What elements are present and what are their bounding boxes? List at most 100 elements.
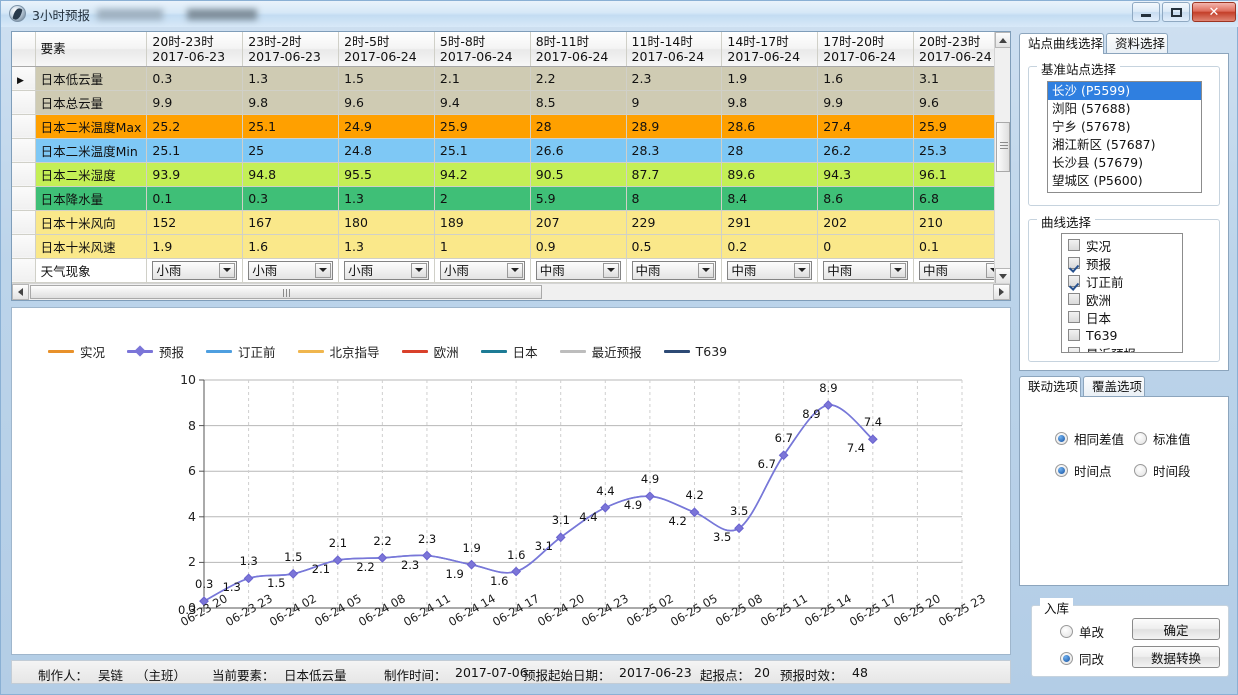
- weather-phenomenon-cell[interactable]: 小雨: [146, 258, 244, 283]
- data-cell[interactable]: 229: [626, 210, 723, 235]
- time-column-header[interactable]: 5时-8时 2017-06-24: [434, 32, 531, 67]
- data-cell[interactable]: 28: [530, 114, 627, 139]
- weather-phenomenon-cell[interactable]: 中雨: [626, 258, 723, 283]
- weather-combobox[interactable]: 中雨: [631, 260, 717, 280]
- data-cell[interactable]: 87.7: [626, 162, 723, 187]
- tab-data-select[interactable]: 资料选择: [1106, 33, 1168, 54]
- station-listbox[interactable]: 长沙 (P5599) 浏阳 (57688) 宁乡 (57678) 湘江新区 (5768…: [1047, 81, 1202, 193]
- legend-item[interactable]: 日本: [480, 342, 538, 361]
- horizontal-scroll-thumb[interactable]: [30, 285, 542, 299]
- weather-phenomenon-cell[interactable]: 小雨: [338, 258, 435, 283]
- legend-item[interactable]: 北京指导: [297, 342, 380, 361]
- data-cell[interactable]: 9: [626, 90, 723, 115]
- data-cell[interactable]: 207: [530, 210, 627, 235]
- data-cell[interactable]: 8.4: [721, 186, 819, 211]
- row-selector-cell[interactable]: [12, 114, 36, 139]
- checkbox-icon[interactable]: [1068, 311, 1080, 323]
- radio-standard-value[interactable]: 标准值: [1134, 429, 1191, 448]
- chevron-down-icon[interactable]: [602, 262, 619, 278]
- vertical-scroll-thumb[interactable]: [996, 122, 1010, 172]
- legend-item[interactable]: 订正前: [206, 342, 276, 361]
- time-column-header[interactable]: 2时-5时 2017-06-24: [338, 32, 435, 67]
- data-cell[interactable]: 28.9: [626, 114, 723, 139]
- station-list-item[interactable]: 浏阳 (57688): [1052, 101, 1131, 116]
- legend-item[interactable]: 实况: [48, 342, 105, 361]
- weather-combobox[interactable]: 小雨: [439, 260, 525, 280]
- station-list-item[interactable]: 望城区 (P5600): [1052, 173, 1143, 188]
- weather-phenomenon-cell[interactable]: 中雨: [721, 258, 819, 283]
- data-cell[interactable]: 8.5: [530, 90, 627, 115]
- data-cell[interactable]: 0.3: [242, 186, 340, 211]
- data-cell[interactable]: 1.6: [817, 66, 915, 91]
- data-cell[interactable]: 291: [721, 210, 819, 235]
- station-list-item[interactable]: 宁乡 (57678): [1052, 119, 1131, 134]
- scroll-up-button[interactable]: [995, 32, 1010, 48]
- data-cell[interactable]: 9.9: [817, 90, 915, 115]
- data-cell[interactable]: 94.3: [817, 162, 915, 187]
- data-cell[interactable]: 1.6: [242, 234, 340, 259]
- data-cell[interactable]: 8: [626, 186, 723, 211]
- chevron-down-icon[interactable]: [315, 262, 332, 278]
- row-selector-cell[interactable]: [12, 186, 36, 211]
- data-cell[interactable]: 189: [434, 210, 531, 235]
- weather-phenomenon-cell[interactable]: 小雨: [434, 258, 531, 283]
- row-selector-cell[interactable]: ▶: [12, 66, 36, 91]
- data-cell[interactable]: 25.9: [434, 114, 531, 139]
- data-cell[interactable]: 28.6: [721, 114, 819, 139]
- weather-combobox[interactable]: 中雨: [535, 260, 621, 280]
- data-cell[interactable]: 8.6: [817, 186, 915, 211]
- checkbox-icon[interactable]: [1068, 275, 1080, 287]
- checkbox-icon[interactable]: [1068, 239, 1080, 251]
- data-cell[interactable]: 0.9: [530, 234, 627, 259]
- grid-horizontal-scrollbar[interactable]: [12, 283, 1010, 300]
- row-selector-cell[interactable]: [12, 162, 36, 187]
- curve-checkbox-row[interactable]: 订正前: [1062, 272, 1182, 290]
- time-column-header[interactable]: 11时-14时 2017-06-24: [626, 32, 723, 67]
- time-column-header[interactable]: 20时-23时 2017-06-23: [146, 32, 244, 67]
- legend-item[interactable]: 欧洲: [401, 342, 459, 361]
- time-column-header[interactable]: 17时-20时 2017-06-24: [817, 32, 915, 67]
- curve-checkbox-row[interactable]: 最近预报: [1062, 344, 1182, 352]
- data-cell[interactable]: 25.1: [242, 114, 340, 139]
- curve-checkbox-row[interactable]: 欧洲: [1062, 290, 1182, 308]
- data-cell[interactable]: 9.6: [913, 90, 1010, 115]
- weather-combobox[interactable]: 中雨: [727, 260, 813, 280]
- tab-overlay-options[interactable]: 覆盖选项: [1083, 376, 1145, 397]
- data-cell[interactable]: 0.1: [913, 234, 1010, 259]
- weather-phenomenon-cell[interactable]: 中雨: [817, 258, 915, 283]
- curve-checkbox-row[interactable]: 实况: [1062, 236, 1182, 254]
- data-cell[interactable]: 90.5: [530, 162, 627, 187]
- data-cell[interactable]: 152: [146, 210, 244, 235]
- station-list-item[interactable]: 长沙 (P5599): [1048, 82, 1201, 100]
- data-cell[interactable]: 9.9: [146, 90, 244, 115]
- chevron-down-icon[interactable]: [698, 262, 715, 278]
- data-cell[interactable]: 1.3: [338, 186, 435, 211]
- curve-checkbox-row[interactable]: T639: [1062, 326, 1182, 344]
- data-cell[interactable]: 25: [242, 138, 340, 163]
- weather-combobox[interactable]: 中雨: [919, 260, 1004, 280]
- weather-combobox[interactable]: 小雨: [248, 260, 334, 280]
- data-cell[interactable]: 1.9: [721, 66, 819, 91]
- maximize-button[interactable]: [1162, 2, 1190, 22]
- data-cell[interactable]: 1.3: [338, 234, 435, 259]
- data-cell[interactable]: 94.2: [434, 162, 531, 187]
- data-cell[interactable]: 2: [434, 186, 531, 211]
- tab-station-curve-select[interactable]: 站点曲线选择: [1019, 33, 1104, 54]
- data-cell[interactable]: 28: [721, 138, 819, 163]
- minimize-button[interactable]: [1132, 2, 1160, 22]
- weather-combobox[interactable]: 小雨: [344, 260, 429, 280]
- radio-time-point[interactable]: 时间点: [1055, 461, 1112, 480]
- confirm-button[interactable]: 确定: [1132, 618, 1220, 640]
- chevron-down-icon[interactable]: [890, 262, 907, 278]
- data-cell[interactable]: 9.4: [434, 90, 531, 115]
- curve-checkbox-list[interactable]: 实况预报订正前欧洲日本T639最近预报北京指导: [1061, 233, 1183, 353]
- checkbox-icon[interactable]: [1068, 329, 1080, 341]
- radio-batch-edit[interactable]: 同改: [1060, 649, 1104, 668]
- data-cell[interactable]: 28.3: [626, 138, 723, 163]
- data-cell[interactable]: 25.2: [146, 114, 244, 139]
- station-list-item[interactable]: 长沙县 (57679): [1052, 155, 1143, 170]
- row-selector-cell[interactable]: [12, 90, 36, 115]
- time-column-header[interactable]: 8时-11时 2017-06-24: [530, 32, 627, 67]
- data-cell[interactable]: 5.9: [530, 186, 627, 211]
- forecast-data-grid[interactable]: 要素 20时-23时 2017-06-23 23时-2时 2017-06-23 2时-5时…: [11, 31, 1011, 301]
